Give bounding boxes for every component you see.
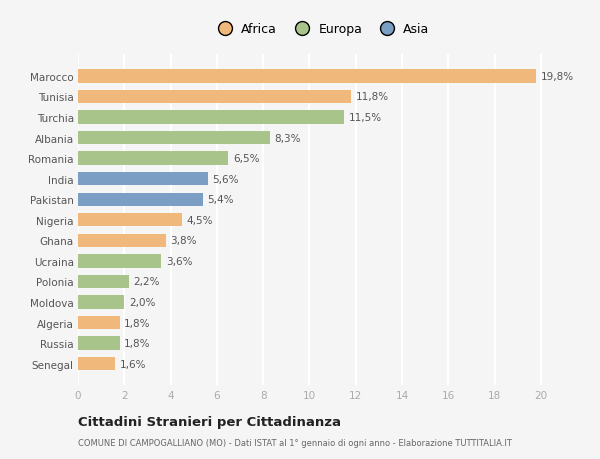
- Bar: [78, 152, 229, 165]
- Text: 11,8%: 11,8%: [356, 92, 389, 102]
- Text: 3,6%: 3,6%: [166, 256, 193, 266]
- Text: 5,6%: 5,6%: [212, 174, 239, 185]
- Legend: Africa, Europa, Asia: Africa, Europa, Asia: [208, 18, 434, 41]
- Text: 3,8%: 3,8%: [170, 236, 197, 246]
- Bar: [78, 357, 115, 370]
- Bar: [78, 234, 166, 247]
- Bar: [78, 296, 124, 309]
- Text: 11,5%: 11,5%: [349, 113, 382, 123]
- Text: 5,4%: 5,4%: [208, 195, 234, 205]
- Text: 6,5%: 6,5%: [233, 154, 260, 164]
- Text: 2,0%: 2,0%: [129, 297, 155, 308]
- Bar: [78, 132, 270, 145]
- Bar: [78, 275, 129, 289]
- Bar: [78, 337, 119, 350]
- Text: 1,8%: 1,8%: [124, 338, 151, 348]
- Text: 8,3%: 8,3%: [275, 133, 301, 143]
- Bar: [78, 111, 344, 124]
- Bar: [78, 316, 119, 330]
- Text: 1,6%: 1,6%: [119, 359, 146, 369]
- Text: 1,8%: 1,8%: [124, 318, 151, 328]
- Text: 2,2%: 2,2%: [134, 277, 160, 287]
- Text: 4,5%: 4,5%: [187, 215, 213, 225]
- Text: 19,8%: 19,8%: [541, 72, 574, 82]
- Bar: [78, 90, 351, 104]
- Bar: [78, 173, 208, 186]
- Bar: [78, 255, 161, 268]
- Bar: [78, 70, 536, 84]
- Text: COMUNE DI CAMPOGALLIANO (MO) - Dati ISTAT al 1° gennaio di ogni anno - Elaborazi: COMUNE DI CAMPOGALLIANO (MO) - Dati ISTA…: [78, 438, 512, 448]
- Bar: [78, 193, 203, 207]
- Bar: [78, 213, 182, 227]
- Text: Cittadini Stranieri per Cittadinanza: Cittadini Stranieri per Cittadinanza: [78, 415, 341, 428]
